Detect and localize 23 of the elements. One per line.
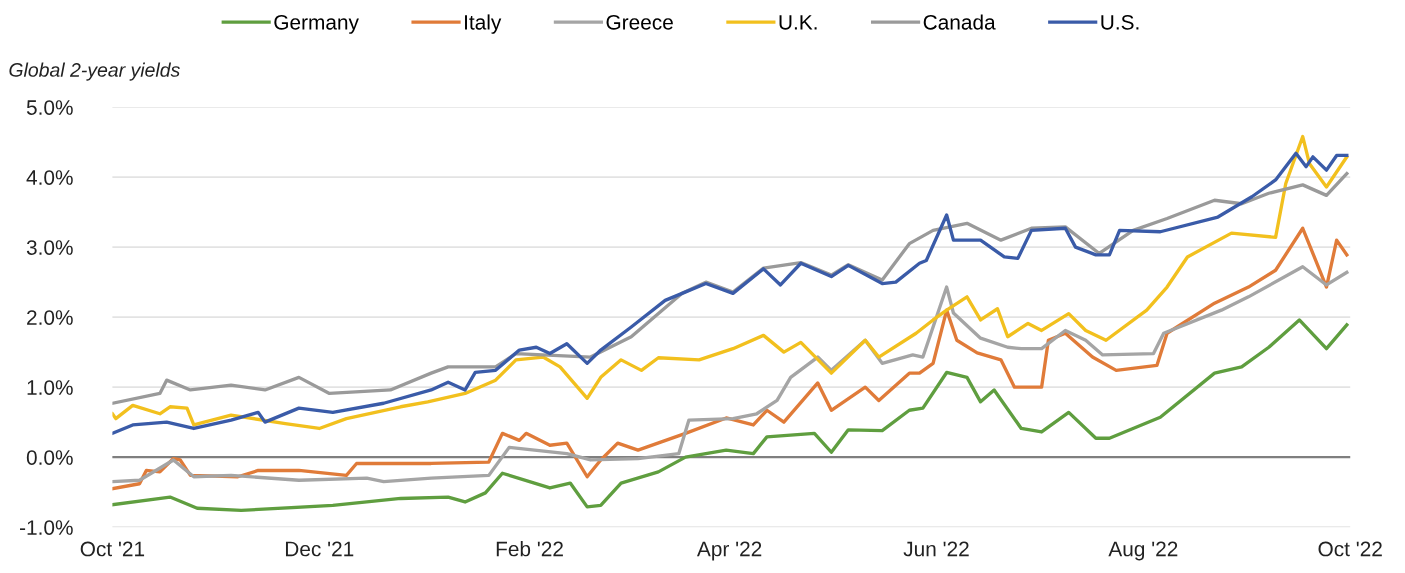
legend-label: Germany bbox=[274, 14, 359, 34]
x-tick-label: Oct '21 bbox=[80, 541, 145, 557]
y-axis-title: Global 2-year yields bbox=[9, 62, 180, 81]
y-tick-label: 5.0% bbox=[26, 100, 73, 115]
y-tick-label: -1.0% bbox=[20, 520, 73, 535]
y-tick-label: 1.0% bbox=[27, 380, 73, 395]
legend-label: Greece bbox=[606, 14, 673, 30]
y-tick-label: 3.0% bbox=[26, 240, 73, 255]
x-tick-label: Jun '22 bbox=[903, 541, 969, 557]
legend-label: Italy bbox=[465, 14, 502, 34]
x-tick-label: Aug '22 bbox=[1108, 541, 1178, 561]
legend-label: Canada bbox=[923, 14, 996, 30]
x-tick-label: Apr '22 bbox=[696, 541, 762, 561]
legend-label: U.S. bbox=[1101, 14, 1139, 30]
x-tick-label: Dec '21 bbox=[285, 541, 354, 557]
x-tick-label: Oct '22 bbox=[1318, 541, 1382, 557]
line-series bbox=[112, 265, 1349, 484]
y-tick-label: 0.0% bbox=[26, 450, 73, 465]
y-tick-label: 2.0% bbox=[27, 310, 73, 325]
y-tick-label: 4.0% bbox=[26, 170, 73, 185]
x-tick-label: Feb '22 bbox=[496, 541, 563, 557]
legend-label: U.K. bbox=[779, 15, 817, 30]
line-series bbox=[112, 318, 1349, 513]
